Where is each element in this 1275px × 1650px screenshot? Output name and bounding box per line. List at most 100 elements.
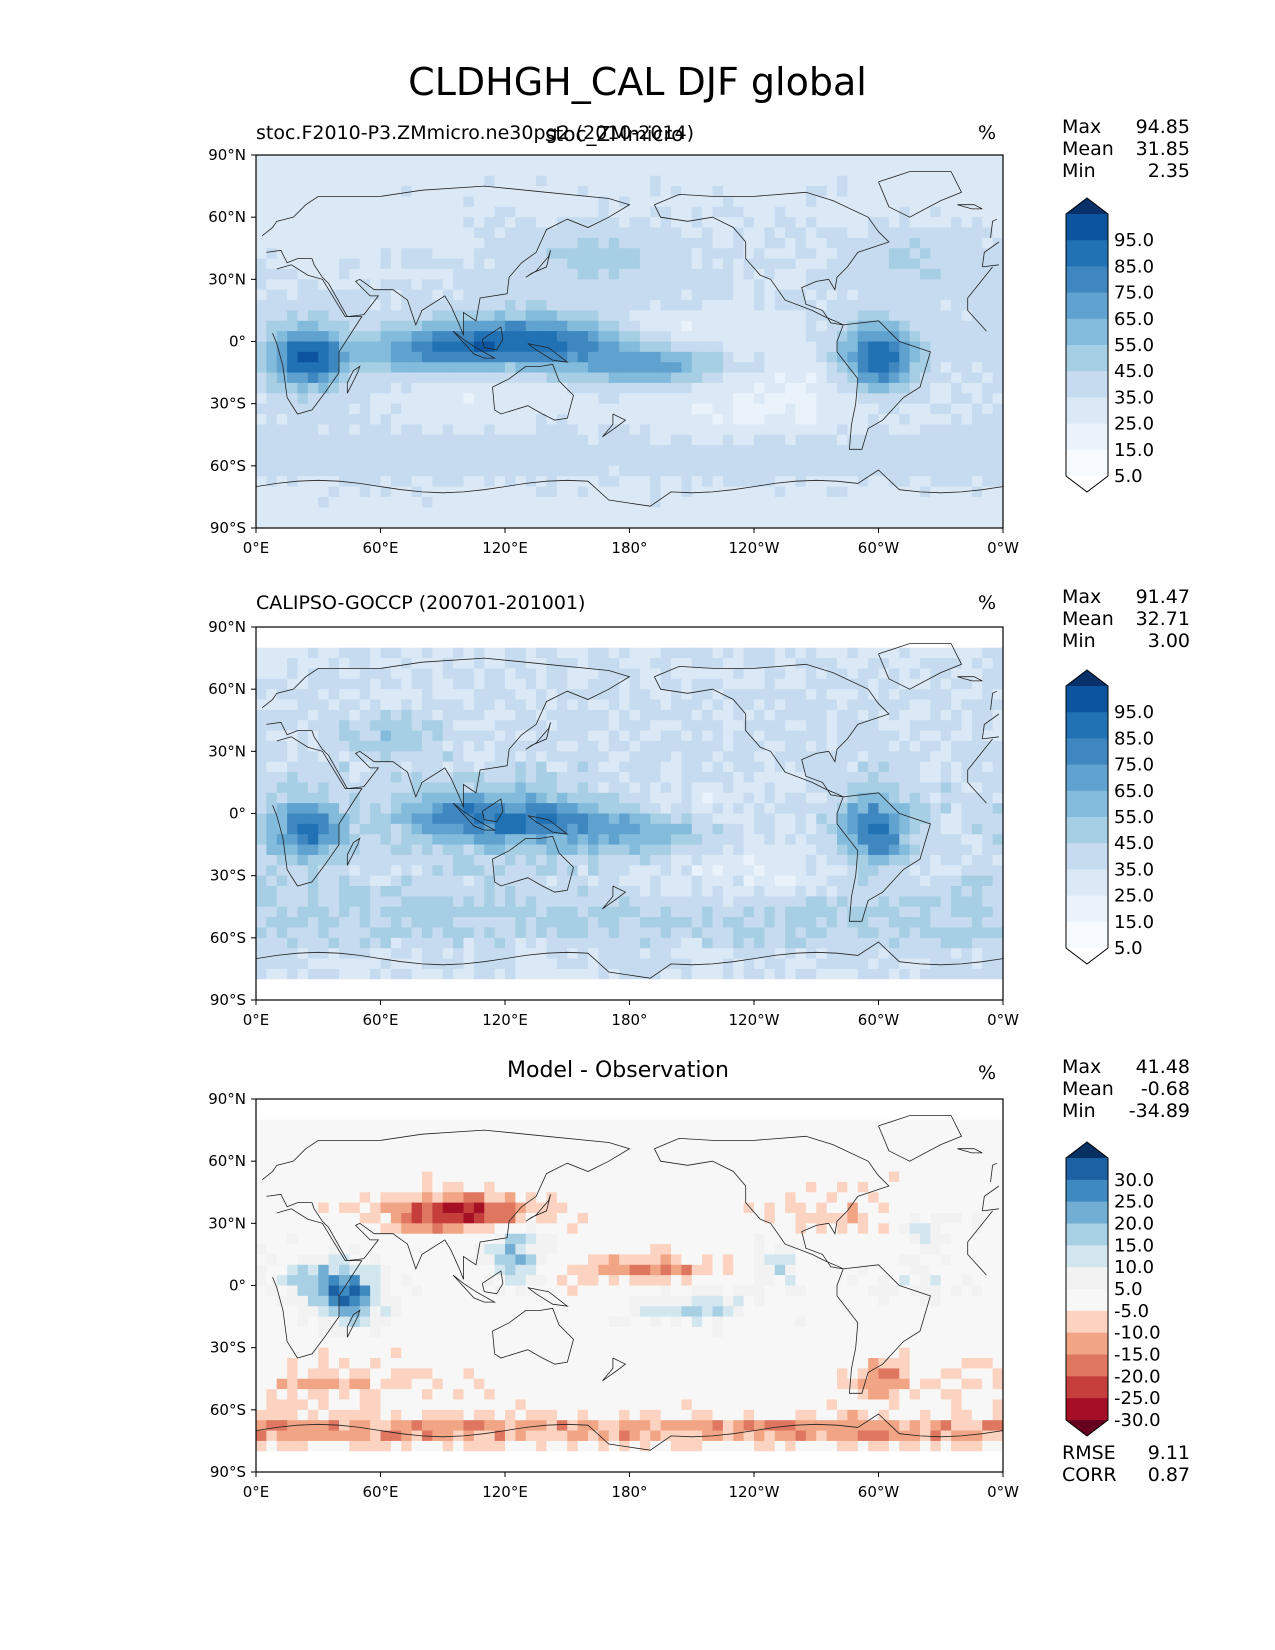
heatmap-cell <box>484 279 496 291</box>
heatmap-cell <box>598 465 610 477</box>
heatmap-cell <box>837 165 848 177</box>
heatmap-cell <box>888 165 900 177</box>
heatmap-cell <box>878 424 890 436</box>
heatmap-cell <box>837 823 848 835</box>
heatmap-cell <box>629 637 641 649</box>
heatmap-cell <box>494 434 506 446</box>
heatmap-cell <box>909 300 921 312</box>
heatmap-cell <box>390 237 402 249</box>
heatmap-cell <box>256 445 267 457</box>
heatmap-cell <box>556 834 568 846</box>
heatmap-cell <box>805 823 817 835</box>
heatmap-cell <box>318 792 330 804</box>
heatmap-cell <box>899 237 911 249</box>
heatmap-cell <box>971 813 983 825</box>
heatmap-cell <box>733 803 745 815</box>
heatmap-cell <box>370 906 382 918</box>
heatmap-cell <box>639 803 651 815</box>
heatmap-cell <box>681 341 693 353</box>
heatmap-cell <box>256 175 267 187</box>
heatmap-cell <box>743 424 755 436</box>
heatmap-cell <box>556 627 568 638</box>
heatmap-cell <box>961 227 973 239</box>
heatmap-cell <box>691 854 703 866</box>
heatmap-cell <box>899 647 911 659</box>
heatmap-cell <box>588 476 599 488</box>
heatmap-cell <box>847 445 859 457</box>
heatmap-cell <box>525 196 537 208</box>
heatmap-cell <box>546 517 558 528</box>
heatmap-cell <box>453 217 465 229</box>
heatmap-cell <box>629 658 641 670</box>
heatmap-cell <box>660 217 672 229</box>
heatmap-cell <box>401 268 413 280</box>
heatmap-cell <box>546 206 558 218</box>
heatmap-cell <box>733 854 745 866</box>
heatmap-cell <box>328 217 340 229</box>
heatmap-cell <box>816 424 828 436</box>
heatmap-cell <box>588 227 599 239</box>
heatmap-cell <box>660 917 672 929</box>
heatmap-cell <box>920 896 931 908</box>
heatmap-cell <box>536 341 548 353</box>
heatmap-cell <box>650 689 662 701</box>
heatmap-cell <box>505 709 516 721</box>
heatmap-cell <box>681 268 693 280</box>
heatmap-cell <box>878 331 890 343</box>
heatmap-cell <box>992 445 1003 457</box>
heatmap-cell <box>764 434 776 446</box>
heatmap-cell <box>733 637 745 649</box>
heatmap-cell <box>629 668 641 680</box>
heatmap-cell <box>733 647 745 659</box>
heatmap-cell <box>339 844 350 856</box>
heatmap-cell <box>951 434 963 446</box>
heatmap-cell <box>349 647 361 659</box>
heatmap-cell <box>920 844 931 856</box>
heatmap-cell <box>307 740 319 752</box>
heatmap-cell <box>266 258 278 270</box>
heatmap-cell <box>805 751 817 763</box>
heatmap-cell <box>774 217 786 229</box>
heatmap-cell <box>805 792 817 804</box>
heatmap-cell <box>920 761 931 773</box>
heatmap-cell <box>712 351 724 363</box>
heatmap-cell <box>961 927 973 939</box>
heatmap-cell <box>629 465 641 477</box>
heatmap-cell <box>816 699 828 711</box>
heatmap-cell <box>390 730 402 742</box>
heatmap-cell <box>463 927 475 939</box>
heatmap-cell <box>878 507 890 519</box>
heatmap-cell <box>764 310 776 322</box>
heatmap-cell <box>764 854 776 866</box>
heatmap-cell <box>401 792 413 804</box>
heatmap-cell <box>588 782 599 794</box>
heatmap-cell <box>909 268 921 280</box>
heatmap-cell <box>743 186 755 198</box>
heatmap-cell <box>463 740 475 752</box>
heatmap-cell <box>577 658 589 670</box>
heatmap-cell <box>733 227 745 239</box>
heatmap-cell <box>826 647 838 659</box>
heatmap-cell <box>940 896 952 908</box>
heatmap-cell <box>982 486 994 498</box>
heatmap-cell <box>754 865 765 877</box>
heatmap-cell <box>837 434 848 446</box>
heatmap-cell <box>816 331 828 343</box>
heatmap-cell <box>494 803 506 815</box>
heatmap-cell <box>722 331 734 343</box>
heatmap-cell <box>629 647 641 659</box>
heatmap-cell <box>857 689 869 701</box>
heatmap-cell <box>567 403 579 415</box>
heatmap-cell <box>390 761 402 773</box>
heatmap-cell <box>671 647 682 659</box>
heatmap-cell <box>712 393 724 405</box>
heatmap-cell <box>442 917 454 929</box>
heatmap-cell <box>660 517 672 528</box>
heatmap-cell <box>971 761 983 773</box>
heatmap-cell <box>712 258 724 270</box>
heatmap-cell <box>805 813 817 825</box>
heatmap-cell <box>992 300 1003 312</box>
heatmap-cell <box>473 823 485 835</box>
heatmap-cell <box>556 709 568 721</box>
heatmap-cell <box>961 689 973 701</box>
